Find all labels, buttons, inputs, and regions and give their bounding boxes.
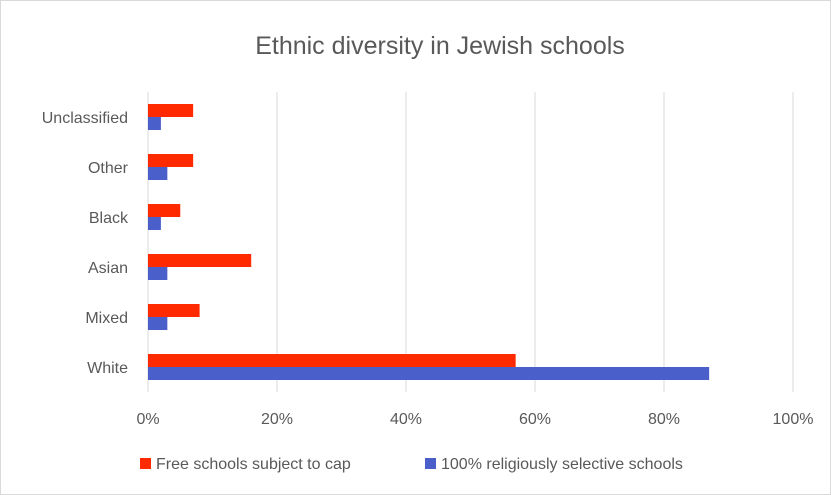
bar-free-schools-asian [148,254,252,267]
legend-label-0: Free schools subject to cap [156,456,351,473]
grid-layer [147,92,794,392]
x-tick-label-3: 60% [519,411,551,428]
category-label-white: White [87,360,128,377]
bars-layer [148,104,710,380]
x-tick-label-5: 100% [773,411,814,428]
bar-free-schools-black [148,204,181,217]
labels-layer: 0% 20% 40% 60% 80% 100% Unclassified Other Black… [42,110,814,428]
x-tick-label-0: 0% [136,411,159,428]
category-label-black: Black [89,210,129,227]
category-label-asian: Asian [88,260,128,277]
legend-label-1: 100% religiously selective schools [441,456,683,473]
chart-title: Ethnic diversity in Jewish schools [255,32,625,60]
category-label-mixed: Mixed [85,310,128,327]
bar-religiously-selective-other [148,167,168,180]
category-label-unclassified: Unclassified [42,110,128,127]
legend-swatch-0 [140,458,151,469]
bar-free-schools-mixed [148,304,200,317]
x-tick-label-2: 40% [390,411,422,428]
bar-religiously-selective-mixed [148,317,168,330]
bar-religiously-selective-asian [148,267,168,280]
bar-free-schools-white [148,354,516,367]
bar-religiously-selective-white [148,367,710,380]
bar-religiously-selective-unclassified [148,117,161,130]
bar-free-schools-unclassified [148,104,194,117]
bar-religiously-selective-black [148,217,161,230]
x-tick-label-1: 20% [261,411,293,428]
legend: Free schools subject to cap 100% religiou… [140,456,683,473]
category-label-other: Other [88,160,129,177]
legend-swatch-1 [425,458,436,469]
bar-free-schools-other [148,154,194,167]
x-tick-label-4: 80% [648,411,680,428]
